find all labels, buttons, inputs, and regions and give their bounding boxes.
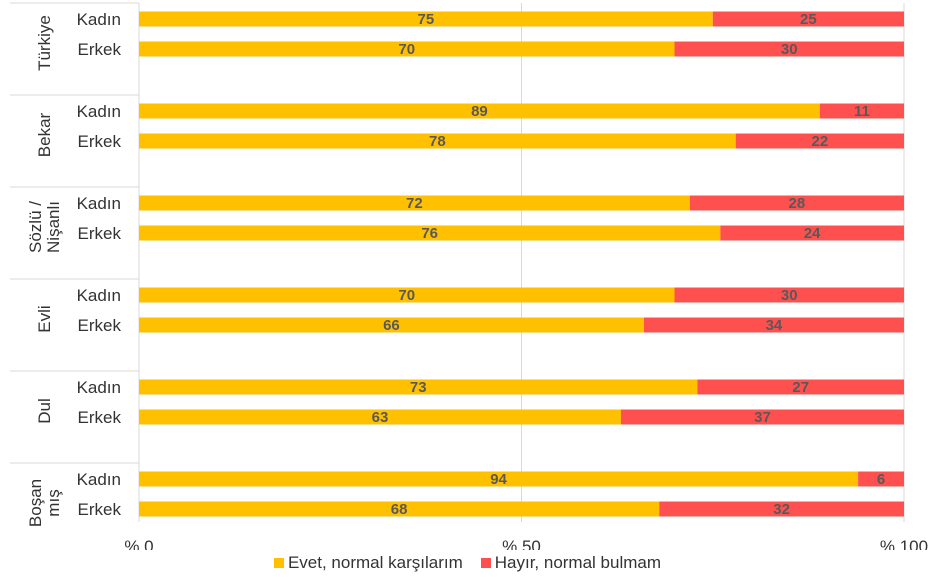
group-label-line: Evli [35,305,54,332]
legend-item-evet: Evet, normal karşılarım [273,553,463,573]
x-tick-label-1: % 50 [502,537,541,550]
x-tick-label-0: % 0 [124,537,153,550]
row-label-5-1: Erkek [78,500,122,519]
value-label-1-0-0: 89 [471,103,488,120]
value-label-1-1-1: 22 [812,133,829,150]
bar-4-1-0 [139,409,621,425]
value-label-2-1-0: 76 [421,225,438,242]
value-label-3-0-1: 30 [781,287,798,304]
value-label-2-0-1: 28 [789,195,806,212]
value-label-2-0-0: 72 [406,195,423,212]
bar-0-1-0 [139,41,675,57]
bar-3-1-1 [643,317,904,333]
value-label-4-1-1: 37 [754,409,771,426]
bar-2-1-0 [139,225,721,241]
group-label-line: Nişanlı [44,201,63,253]
row-label-1-1: Erkek [78,132,122,151]
value-label-1-0-1: 11 [854,103,870,120]
legend-label-hayir: Hayır, normal bulmam [494,553,662,572]
bar-5-0-1 [858,471,904,487]
group-label-line: Türkiye [35,15,54,71]
group-label-0: Türkiye [35,15,54,71]
value-label-5-0-1: 6 [877,471,885,488]
row-label-2-0: Kadın [77,194,121,213]
bar-2-1-1 [720,225,904,241]
bar-5-1-1 [659,501,904,517]
x-tick-label-2: % 100 [880,537,928,550]
value-label-5-1-0: 68 [391,501,408,518]
value-label-4-1-0: 63 [372,409,389,426]
value-label-4-0-0: 73 [410,379,427,396]
row-label-2-1: Erkek [78,224,122,243]
value-label-0-1-1: 30 [781,41,798,58]
bar-0-0-0 [139,11,713,27]
legend: Evet, normal karşılarım Hayır, normal bu… [0,551,935,575]
bar-1-1-1 [735,133,904,149]
group-label-line: Boşan [26,479,45,527]
bar-3-0-1 [674,287,904,303]
row-label-1-0: Kadın [77,102,121,121]
value-label-5-1-1: 32 [773,501,790,518]
bar-5-1-0 [139,501,660,517]
value-label-3-1-0: 66 [383,317,400,334]
value-label-0-1-0: 70 [398,41,415,58]
legend-item-hayir: Hayır, normal bulmam [480,553,662,573]
group-label-line: mış [44,489,63,516]
group-label-3: Evli [35,305,54,332]
bar-5-0-0 [139,471,859,487]
group-label-line: Sözlü / [26,201,45,253]
legend-swatch-evet [273,558,284,568]
row-label-0-0: Kadın [77,10,121,29]
bar-4-1-1 [620,409,904,425]
bar-3-0-0 [139,287,675,303]
group-label-5: Boşanmış [26,479,63,527]
group-label-line: Bekar [35,112,54,157]
row-label-5-0: Kadın [77,470,121,489]
value-label-3-1-1: 34 [766,317,783,334]
legend-swatch-hayir [480,558,491,568]
value-label-4-0-1: 27 [792,379,809,396]
legend-label-evet: Evet, normal karşılarım [287,553,463,572]
bar-2-0-1 [689,195,904,211]
row-label-4-1: Erkek [78,408,122,427]
bar-4-0-0 [139,379,698,395]
group-label-2: Sözlü /Nişanlı [26,201,63,253]
row-label-0-1: Erkek [78,40,122,59]
group-label-1: Bekar [35,112,54,157]
value-label-0-0-0: 75 [418,11,435,28]
value-label-0-0-1: 25 [800,11,817,28]
value-label-3-0-0: 70 [398,287,415,304]
value-label-1-1-0: 78 [429,133,446,150]
row-label-3-1: Erkek [78,316,122,335]
bar-1-1-0 [139,133,736,149]
bar-4-0-1 [697,379,904,395]
bar-3-1-0 [139,317,644,333]
bar-0-0-1 [712,11,904,27]
bar-1-0-1 [819,103,904,119]
value-label-5-0-0: 94 [490,471,507,488]
group-label-line: Dul [35,398,54,424]
bar-0-1-1 [674,41,904,57]
group-label-4: Dul [35,398,54,424]
row-label-4-0: Kadın [77,378,121,397]
bar-2-0-0 [139,195,690,211]
row-label-3-0: Kadın [77,286,121,305]
value-label-2-1-1: 24 [804,225,821,242]
stacked-bar-chart: Türkiye Kadın 75 25 Erkek 70 30 Bekar Kadın 89 11 E… [10,2,928,550]
bar-1-0-0 [139,103,820,119]
